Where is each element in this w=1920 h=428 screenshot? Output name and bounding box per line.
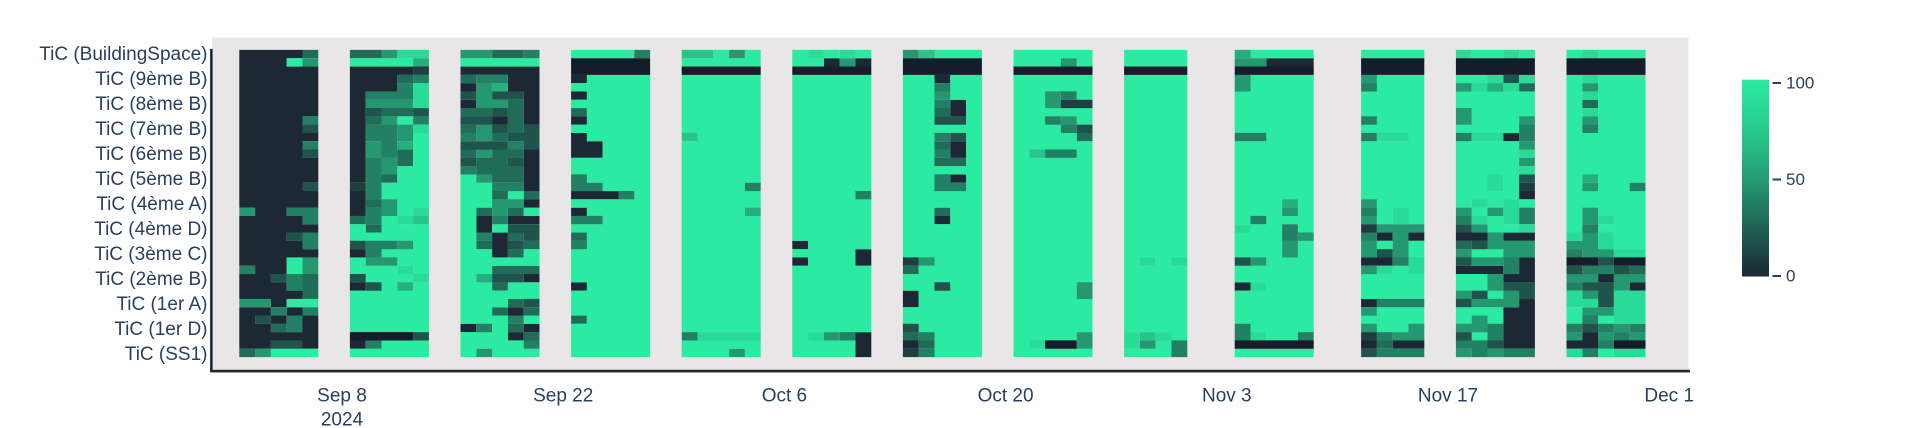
svg-text:TiC (1er D): TiC (1er D) (114, 319, 207, 340)
svg-text:TiC (7ème B): TiC (7ème B) (95, 119, 207, 140)
svg-text:TiC (5ème B): TiC (5ème B) (95, 169, 207, 190)
svg-text:Sep 8: Sep 8 (317, 386, 367, 407)
svg-text:TiC (SS1): TiC (SS1) (125, 344, 208, 365)
svg-text:Dec 1: Dec 1 (1644, 386, 1694, 407)
svg-text:Oct 20: Oct 20 (978, 386, 1034, 407)
svg-text:50: 50 (1786, 170, 1805, 189)
svg-text:TiC (2ème B): TiC (2ème B) (95, 269, 207, 290)
svg-text:100: 100 (1786, 74, 1814, 93)
svg-text:Oct 6: Oct 6 (762, 386, 807, 407)
svg-text:TiC (1er A): TiC (1er A) (116, 294, 207, 315)
svg-text:TiC (6ème B): TiC (6ème B) (95, 144, 207, 165)
svg-text:TiC (3ème C): TiC (3ème C) (94, 244, 207, 265)
svg-text:2024: 2024 (321, 410, 364, 428)
svg-text:Nov 17: Nov 17 (1418, 386, 1478, 407)
svg-text:0: 0 (1786, 267, 1795, 286)
svg-text:TiC (8ème B): TiC (8ème B) (95, 94, 207, 115)
svg-text:TiC (4ème A): TiC (4ème A) (96, 194, 207, 215)
svg-text:TiC (4ème D): TiC (4ème D) (94, 219, 207, 240)
svg-text:Nov 3: Nov 3 (1202, 386, 1252, 407)
svg-text:TiC (9ème B): TiC (9ème B) (95, 69, 207, 90)
svg-text:TiC (BuildingSpace): TiC (BuildingSpace) (39, 44, 207, 65)
svg-text:Sep 22: Sep 22 (533, 386, 593, 407)
